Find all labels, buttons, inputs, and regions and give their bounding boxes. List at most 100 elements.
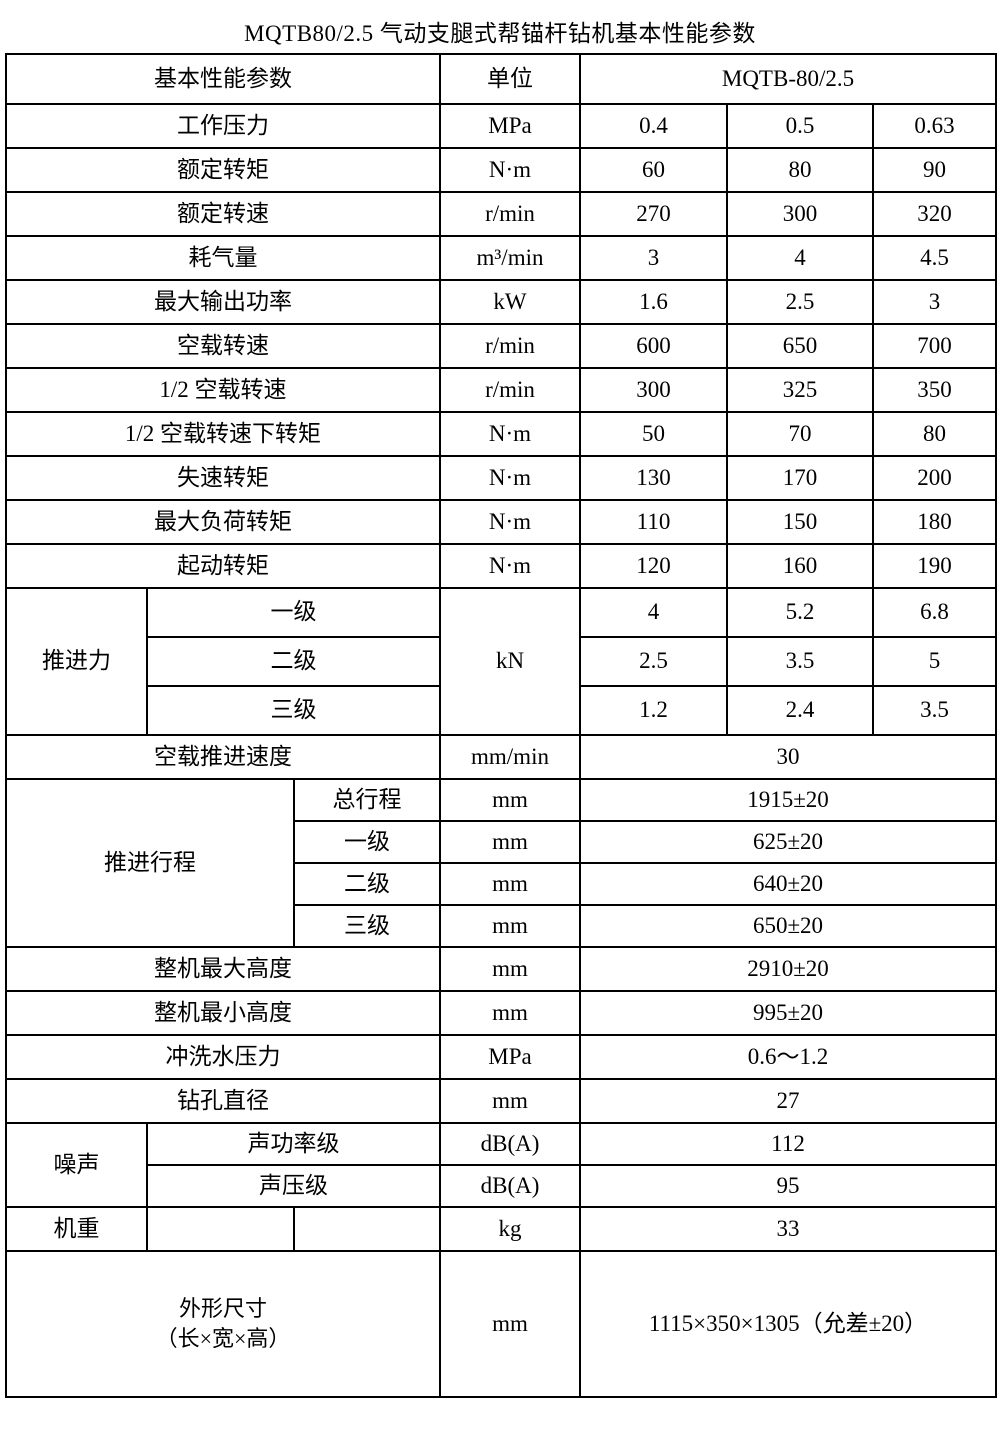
value-cell: 1915±20 <box>578 778 998 822</box>
value-cell: 2910±20 <box>578 946 998 992</box>
value-cell: 160 <box>726 543 874 589</box>
value-cell: 33 <box>578 1206 998 1252</box>
table-row-half-no-load-speed: 1/2 空载转速 r/min 300 325 350 <box>5 367 998 413</box>
unit-cell: mm/min <box>439 734 581 780</box>
value-cell: 80 <box>726 147 874 193</box>
unit-cell: mm <box>439 1250 581 1398</box>
value-cell: 80 <box>871 411 998 457</box>
value-cell: 300 <box>726 191 874 237</box>
table-row-rated-torque: 额定转矩 N·m 60 80 90 <box>5 147 998 193</box>
dimensions-label-line1: 外形尺寸 <box>178 1296 267 1321</box>
unit-cell: mm <box>439 946 581 992</box>
unit-cell: mm <box>439 778 581 822</box>
table-row-max-load-torque: 最大负荷转矩 N·m 110 150 180 <box>5 499 998 545</box>
table-row-machine-weight: 机重 kg 33 <box>5 1206 998 1252</box>
unit-cell: r/min <box>439 323 581 369</box>
param-label: 工作压力 <box>5 103 441 149</box>
value-cell: 3 <box>871 279 998 325</box>
param-label: 外形尺寸 （长×宽×高） <box>5 1250 441 1398</box>
value-cell: 640±20 <box>578 862 998 906</box>
header-param: 基本性能参数 <box>5 53 441 105</box>
param-label: 额定转速 <box>5 191 441 237</box>
unit-cell: MPa <box>439 103 581 149</box>
unit-cell: N·m <box>439 499 581 545</box>
unit-cell: kN <box>439 587 581 736</box>
stroke-sub-label: 一级 <box>293 820 441 864</box>
value-cell: 190 <box>871 543 998 589</box>
value-cell: 60 <box>579 147 728 193</box>
unit-cell: mm <box>439 990 581 1036</box>
thrust-level-label: 二级 <box>146 636 441 687</box>
unit-cell: mm <box>439 862 581 906</box>
value-cell: 600 <box>579 323 728 369</box>
param-label: 额定转矩 <box>5 147 441 193</box>
value-cell: 90 <box>871 147 998 193</box>
table-row-no-load-speed: 空载转速 r/min 600 650 700 <box>5 323 998 369</box>
value-cell: 1.2 <box>579 685 728 736</box>
table-row-sound-power-level: 噪声 声功率级 dB(A) 112 <box>5 1122 998 1208</box>
value-cell: 2.5 <box>726 279 874 325</box>
unit-cell: m³/min <box>439 235 581 281</box>
value-cell: 3 <box>579 235 728 281</box>
value-cell: 27 <box>578 1078 998 1124</box>
param-label: 1/2 空载转速下转矩 <box>5 411 441 457</box>
unit-cell: N·m <box>439 411 581 457</box>
stroke-sub-label: 二级 <box>293 862 441 906</box>
value-cell: 0.5 <box>726 103 874 149</box>
table-row-min-height: 整机最小高度 mm 995±20 <box>5 990 998 1036</box>
value-cell: 150 <box>726 499 874 545</box>
empty-cell <box>146 1206 295 1252</box>
value-cell: 5.2 <box>726 587 874 638</box>
unit-cell: kW <box>439 279 581 325</box>
unit-cell: mm <box>439 820 581 864</box>
value-cell: 700 <box>871 323 998 369</box>
table-row-sound-pressure-level: 声压级 dB(A) 95 <box>6 1164 998 1208</box>
table-row-overall-dimensions: 外形尺寸 （长×宽×高） mm 1115×350×1305（允差±20） <box>5 1250 998 1398</box>
table-row-thrust-level1: 推进力 一级 kN 4 5.2 6.8 <box>5 587 998 736</box>
value-cell: 300 <box>579 367 728 413</box>
value-cell: 325 <box>726 367 874 413</box>
page-title: MQTB80/2.5 气动支腿式帮锚杆钻机基本性能参数 <box>244 21 756 46</box>
param-label: 最大输出功率 <box>5 279 441 325</box>
thrust-level-label: 三级 <box>146 685 441 736</box>
value-cell: 200 <box>871 455 998 501</box>
stroke-sub-label: 总行程 <box>293 778 441 822</box>
header-row: 基本性能参数 单位 MQTB-80/2.5 <box>5 53 998 105</box>
table-row-working-pressure: 工作压力 MPa 0.4 0.5 0.63 <box>5 103 998 149</box>
table-row-thrust-level2: 二级 2.5 3.5 5 <box>6 636 998 687</box>
param-label: 整机最大高度 <box>5 946 441 992</box>
noise-sub-label: 声压级 <box>146 1164 441 1208</box>
noise-sub-label: 声功率级 <box>146 1122 441 1166</box>
value-cell: 0.6～1.2 <box>578 1034 998 1080</box>
table-row-thrust-level3: 三级 1.2 2.4 3.5 <box>6 685 998 736</box>
unit-cell: MPa <box>439 1034 581 1080</box>
table-row-no-load-feed-speed: 空载推进速度 mm/min 30 <box>5 734 998 780</box>
stroke-sub-label: 三级 <box>293 904 441 948</box>
value-cell: 995±20 <box>578 990 998 1036</box>
table-row-drill-hole-diameter: 钻孔直径 mm 27 <box>5 1078 998 1124</box>
stroke-group-label: 推进行程 <box>5 778 295 948</box>
value-cell: 70 <box>726 411 874 457</box>
param-label: 整机最小高度 <box>5 990 441 1036</box>
value-cell: 4.5 <box>871 235 998 281</box>
empty-cell <box>293 1206 441 1252</box>
param-label: 空载转速 <box>5 323 441 369</box>
param-label: 机重 <box>5 1206 148 1252</box>
value-cell: 50 <box>579 411 728 457</box>
param-label: 1/2 空载转速 <box>5 367 441 413</box>
value-cell: 4 <box>726 235 874 281</box>
param-label: 冲洗水压力 <box>5 1034 441 1080</box>
param-label: 耗气量 <box>5 235 441 281</box>
param-label: 空载推进速度 <box>5 734 441 780</box>
value-cell: 3.5 <box>871 685 998 736</box>
value-cell: 0.4 <box>579 103 728 149</box>
value-cell: 1115×350×1305（允差±20） <box>578 1250 998 1398</box>
value-cell: 6.8 <box>871 587 998 638</box>
table-row-air-consumption: 耗气量 m³/min 3 4 4.5 <box>5 235 998 281</box>
param-label: 钻孔直径 <box>5 1078 441 1124</box>
table-row-max-output-power: 最大输出功率 kW 1.6 2.5 3 <box>5 279 998 325</box>
value-cell: 130 <box>579 455 728 501</box>
unit-cell: dB(A) <box>439 1164 581 1208</box>
value-cell: 110 <box>579 499 728 545</box>
unit-cell: r/min <box>439 191 581 237</box>
